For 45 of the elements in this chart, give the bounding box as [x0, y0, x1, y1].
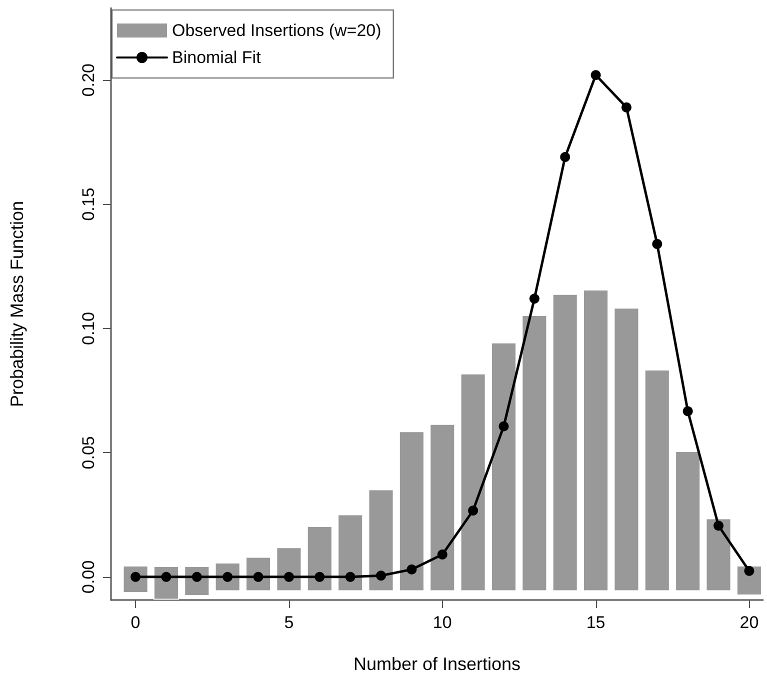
point	[406, 564, 417, 574]
point	[468, 506, 478, 516]
x-tick-label: 0	[130, 613, 140, 632]
point	[560, 152, 570, 162]
point	[376, 570, 386, 581]
x-tick-label: 20	[740, 613, 759, 632]
y-tick-label: 0.20	[79, 63, 98, 97]
point	[621, 102, 632, 112]
bar	[522, 315, 548, 592]
point	[498, 421, 509, 432]
y-tick-label: 0.15	[79, 188, 98, 221]
point	[314, 572, 325, 582]
point	[682, 406, 693, 416]
x-tick-label: 5	[284, 613, 294, 632]
bar	[460, 373, 486, 592]
legend-label: Binomial Fit	[172, 48, 262, 67]
bar	[644, 369, 670, 592]
point	[529, 294, 540, 304]
x-tick-label: 10	[432, 613, 452, 632]
bar	[614, 308, 640, 592]
bar	[675, 450, 701, 592]
bar	[398, 431, 424, 592]
bar	[338, 514, 364, 592]
legend-label: Observed Insertions (w=20)	[172, 21, 382, 40]
bar	[368, 489, 394, 592]
y-axis-title: Probability Mass Function	[7, 200, 27, 408]
point	[744, 566, 754, 576]
point	[284, 572, 294, 582]
bar	[706, 518, 732, 592]
bar	[490, 342, 517, 592]
y-tick-label: 0.00	[79, 560, 98, 594]
point	[161, 572, 172, 582]
bar	[306, 526, 332, 592]
x-tick-label: 15	[586, 613, 606, 632]
point	[437, 550, 448, 560]
y-tick-label: 0.05	[79, 436, 98, 470]
point	[714, 520, 724, 531]
point	[590, 70, 601, 80]
y-tick-label: 0.10	[79, 312, 98, 346]
point	[652, 239, 662, 249]
bar	[552, 294, 578, 592]
point	[345, 572, 356, 582]
bar	[430, 424, 456, 592]
x-axis-title: Number of Insertions	[353, 654, 521, 674]
bar	[583, 289, 609, 592]
